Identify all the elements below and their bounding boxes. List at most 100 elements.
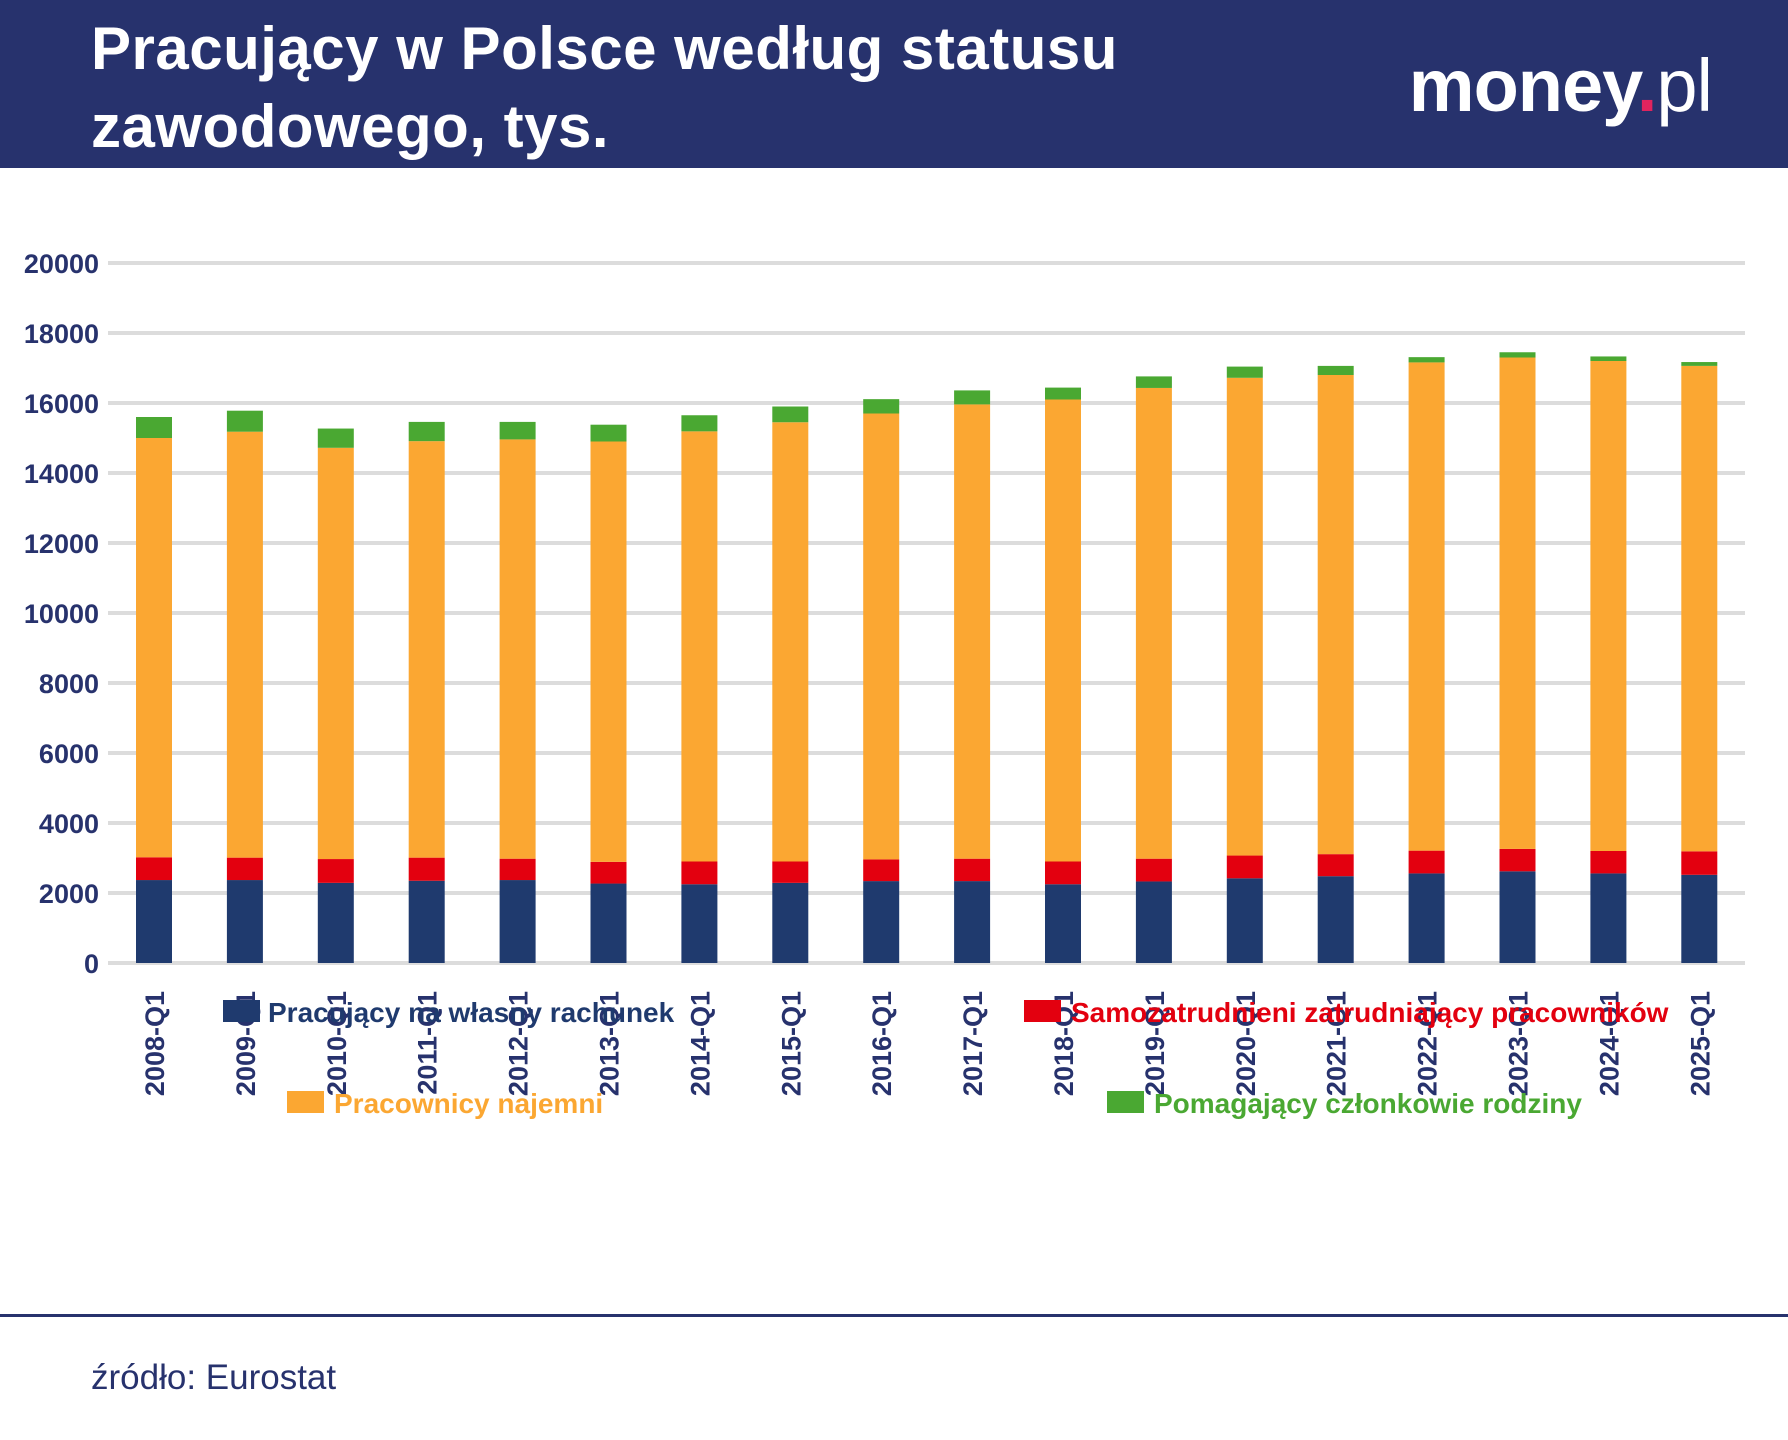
- y-tick-label: 18000: [24, 319, 99, 349]
- bar-segment: [1226, 855, 1263, 879]
- bar-segment: [317, 447, 354, 860]
- bar-segment: [863, 399, 900, 414]
- bar-segment: [1499, 357, 1536, 849]
- legend-label: Samozatrudnieni zatrudniający pracownikó…: [1071, 997, 1669, 1028]
- bar-segment: [954, 881, 991, 963]
- money-pl-logo: money.pl: [1408, 38, 1713, 134]
- bar-segment: [499, 421, 536, 440]
- bar-segment: [1408, 362, 1445, 851]
- bar-segment: [499, 858, 536, 881]
- legend: Pracujący na własny rachunek Samozatrudni…: [223, 997, 1669, 1119]
- logo-tld: pl: [1656, 44, 1713, 127]
- bars: [136, 352, 1718, 963]
- bar-segment: [1499, 871, 1536, 963]
- bar-segment: [772, 882, 809, 963]
- bar-segment: [590, 883, 627, 963]
- bar-segment: [317, 882, 354, 963]
- bar-segment: [590, 441, 627, 862]
- logo-dot: .: [1636, 44, 1658, 127]
- bar-segment: [136, 417, 172, 438]
- x-tick-label: 2011-Q1: [413, 991, 443, 1095]
- legend-swatch: [287, 1091, 324, 1113]
- y-tick-label: 20000: [24, 249, 99, 279]
- bar-segment: [408, 441, 445, 858]
- bar-segment: [1135, 376, 1172, 388]
- bar-segment: [226, 880, 263, 963]
- footer-divider: [0, 1314, 1788, 1317]
- stacked-bar-chart: 0 2000 4000 6000 8000 10000 12000 14000 16000 180…: [24, 249, 1745, 1119]
- x-tick-label: 2017-Q1: [958, 991, 988, 1096]
- bar-segment: [408, 857, 445, 881]
- bar-segment: [590, 424, 627, 442]
- x-tick-label: 2024-Q1: [1594, 991, 1624, 1096]
- bar-segment: [317, 428, 354, 448]
- x-tick-label: 2015-Q1: [776, 991, 806, 1096]
- bar-segment: [681, 861, 718, 885]
- legend-swatch: [223, 1000, 260, 1022]
- x-tick-label: 2010-Q1: [322, 991, 352, 1096]
- bar-segment: [1317, 854, 1354, 877]
- bar-segment: [1045, 399, 1081, 862]
- bar-segment: [954, 390, 991, 405]
- y-tick-label: 0: [84, 949, 99, 979]
- x-axis-ticks: 2008-Q1 2009-Q1 2010-Q1 2011-Q1 2012-Q1 2013-…: [140, 991, 1715, 1096]
- x-tick-label: 2025-Q1: [1685, 991, 1715, 1096]
- bar-segment: [772, 422, 809, 862]
- x-tick-label: 2023-Q1: [1504, 991, 1534, 1096]
- logo-brand: money: [1408, 44, 1638, 127]
- bar-segment: [1317, 365, 1354, 375]
- bar-segment: [226, 431, 263, 858]
- legend-swatch: [1107, 1091, 1144, 1113]
- bar-segment: [1408, 873, 1445, 963]
- bar-segment: [499, 880, 536, 963]
- legend-label: Pomagający członkowie rodziny: [1154, 1088, 1582, 1119]
- bar-segment: [317, 859, 354, 883]
- x-tick-label: 2008-Q1: [140, 991, 170, 1096]
- bar-segment: [1681, 874, 1718, 963]
- bar-segment: [772, 406, 809, 423]
- x-tick-label: 2014-Q1: [685, 991, 715, 1096]
- bar-segment: [136, 880, 172, 963]
- y-tick-label: 16000: [24, 389, 99, 419]
- bar-segment: [1499, 352, 1536, 358]
- x-tick-label: 2020-Q1: [1231, 991, 1261, 1096]
- x-tick-label: 2012-Q1: [504, 991, 534, 1096]
- bar-segment: [863, 413, 900, 860]
- legend-swatch: [1024, 1000, 1061, 1022]
- bar-segment: [1499, 848, 1536, 872]
- bar-segment: [136, 438, 172, 858]
- bar-segment: [1590, 356, 1627, 361]
- bar-segment: [863, 859, 900, 882]
- source-note: źródło: Eurostat: [91, 1358, 337, 1397]
- bar-segment: [226, 857, 263, 881]
- y-tick-label: 10000: [24, 599, 99, 629]
- bar-segment: [499, 439, 536, 859]
- y-tick-label: 6000: [39, 739, 99, 769]
- bar-segment: [681, 884, 718, 963]
- bar-segment: [681, 431, 718, 862]
- bar-segment: [136, 857, 172, 881]
- bar-segment: [954, 858, 991, 882]
- bar-segment: [1590, 873, 1627, 963]
- bar-segment: [1135, 387, 1172, 859]
- bar-segment: [1226, 377, 1263, 856]
- x-tick-label: 2013-Q1: [595, 991, 625, 1096]
- bar-segment: [863, 881, 900, 963]
- bar-segment: [1226, 878, 1263, 963]
- title-line-1: Pracujący w Polsce według statusu: [91, 15, 1118, 82]
- bar-segment: [1226, 366, 1263, 378]
- bar-segment: [1135, 881, 1172, 963]
- bar-segment: [954, 404, 991, 859]
- bar-segment: [772, 861, 809, 883]
- x-tick-label: 2021-Q1: [1322, 991, 1352, 1096]
- header-banner: Pracujący w Polsce według statusu zawodo…: [0, 0, 1788, 168]
- chart-title: Pracujący w Polsce według statusu zawodo…: [91, 10, 1241, 166]
- x-tick-label: 2022-Q1: [1413, 991, 1443, 1096]
- bar-segment: [1317, 375, 1354, 855]
- bar-segment: [1681, 365, 1718, 852]
- bar-segment: [1590, 851, 1627, 874]
- bar-segment: [1681, 851, 1718, 875]
- title-line-2: zawodowego, tys.: [91, 93, 610, 160]
- bar-segment: [226, 410, 263, 432]
